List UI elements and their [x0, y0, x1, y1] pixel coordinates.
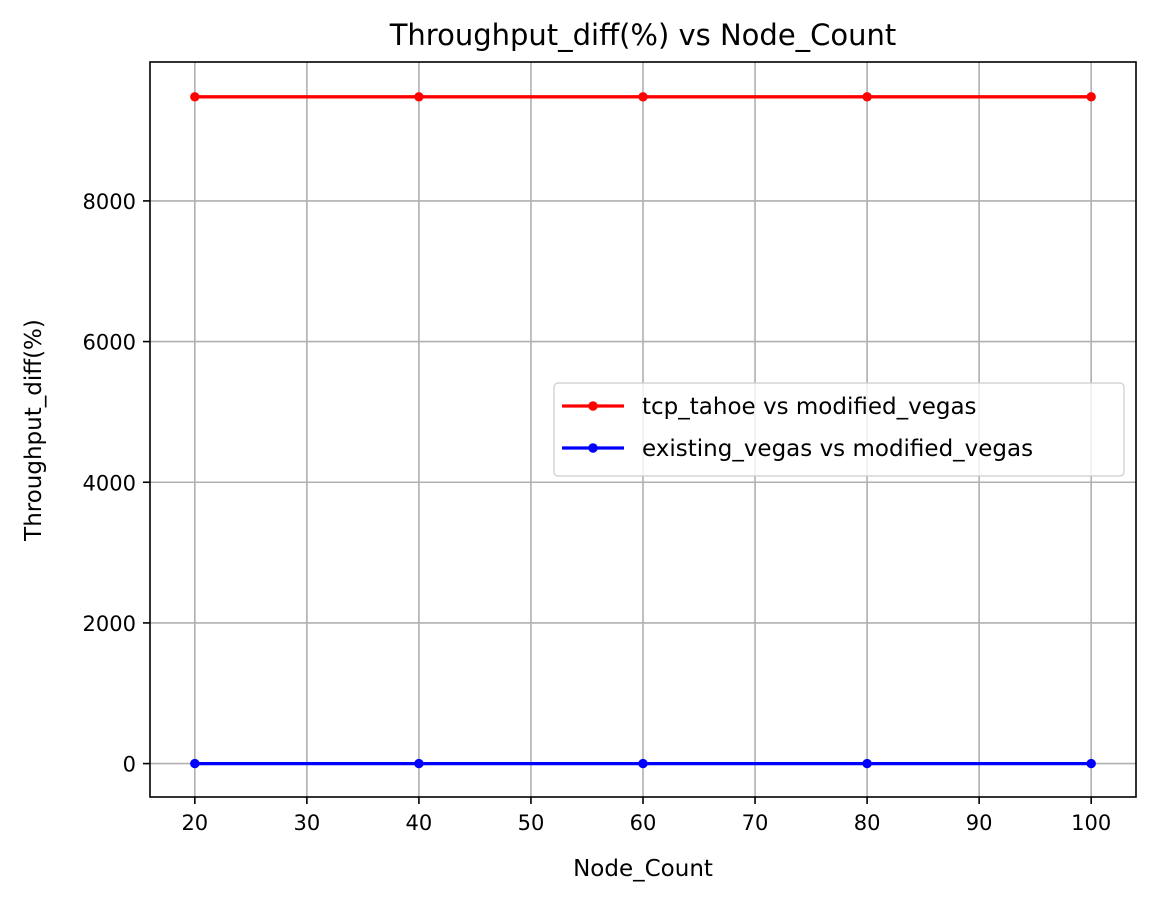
legend-label: tcp_tahoe vs modified_vegas: [642, 394, 977, 420]
chart-title: Throughput_diff(%) vs Node_Count: [389, 18, 897, 52]
x-tick-label: 30: [293, 811, 320, 835]
data-point: [862, 758, 872, 769]
x-tick-label: 70: [742, 811, 769, 835]
legend-label: existing_vegas vs modified_vegas: [642, 436, 1033, 462]
legend: tcp_tahoe vs modified_vegas existing_vega…: [553, 382, 1125, 477]
y-axis-ticks: 0 2000 4000 6000 8000: [83, 190, 150, 777]
x-tick-label: 90: [966, 811, 993, 835]
data-point: [414, 758, 424, 769]
data-point: [1086, 92, 1096, 102]
y-tick-label: 0: [123, 753, 136, 777]
x-tick-label: 40: [406, 811, 433, 835]
data-point: [1086, 758, 1096, 769]
legend-swatch-marker: [588, 443, 598, 453]
x-tick-label: 20: [181, 811, 208, 835]
data-point: [638, 758, 648, 769]
x-axis-ticks: 20 30 40 50 60 70 80 90 100: [181, 797, 1111, 835]
data-point: [190, 92, 200, 102]
legend-box: [553, 382, 1125, 477]
y-tick-label: 4000: [83, 471, 136, 495]
y-tick-label: 2000: [83, 612, 136, 636]
y-axis-label: Throughput_diff(%): [21, 319, 47, 542]
x-tick-label: 60: [630, 811, 657, 835]
data-point: [638, 92, 648, 102]
data-point: [190, 758, 200, 769]
y-tick-label: 8000: [83, 190, 136, 214]
series-layer: [190, 92, 1096, 769]
data-point: [414, 92, 424, 102]
x-tick-label: 50: [518, 811, 545, 835]
x-tick-label: 100: [1071, 811, 1111, 835]
data-point: [862, 92, 872, 102]
x-tick-label: 80: [854, 811, 881, 835]
x-axis-label: Node_Count: [573, 856, 713, 882]
legend-swatch-marker: [588, 401, 598, 411]
y-tick-label: 6000: [83, 331, 136, 355]
